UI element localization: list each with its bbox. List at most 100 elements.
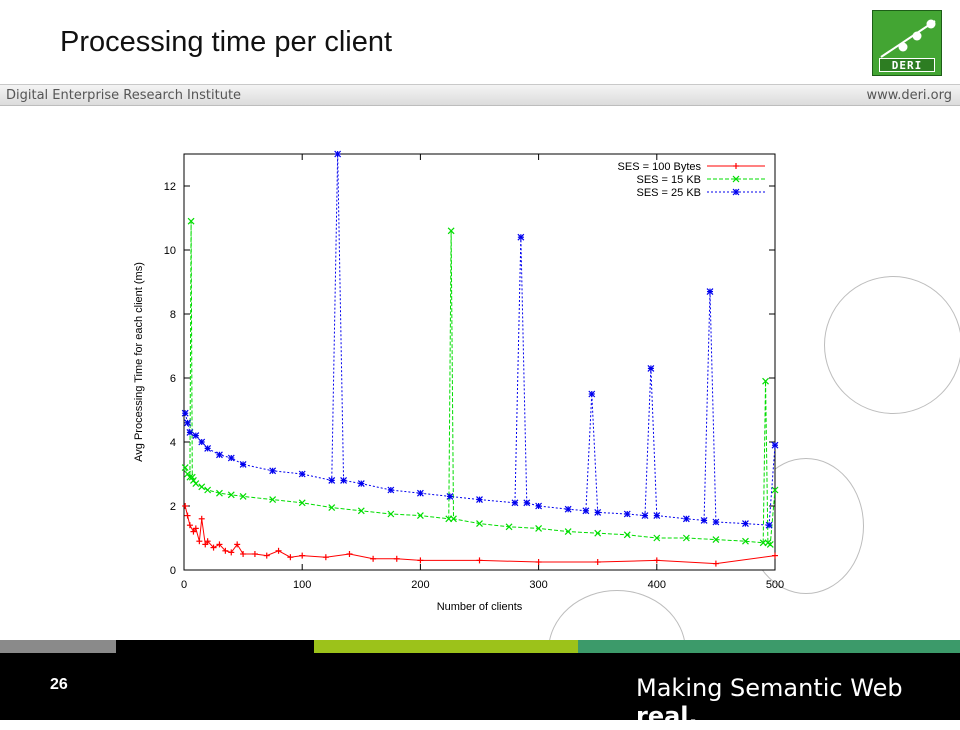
data-point — [653, 557, 660, 564]
data-point — [216, 451, 223, 459]
data-point — [476, 496, 483, 504]
data-point — [771, 486, 779, 494]
data-point — [340, 476, 347, 484]
data-point — [234, 541, 241, 548]
website-url: www.deri.org — [866, 88, 953, 103]
data-point — [182, 503, 189, 509]
data-point — [641, 512, 649, 520]
data-point — [511, 499, 519, 507]
data-point — [742, 520, 749, 528]
footer-stripe-gray — [0, 640, 116, 653]
legend-label: SES = 25 KB — [636, 187, 701, 199]
x-axis-label: Number of clients — [437, 601, 523, 613]
data-point — [772, 552, 778, 559]
data-point — [588, 390, 596, 398]
y-tick-label: 6 — [170, 373, 176, 385]
data-point — [328, 476, 336, 484]
legend-label: SES = 100 Bytes — [618, 161, 702, 173]
legend-marker — [732, 175, 740, 183]
data-point — [328, 504, 336, 512]
data-point — [416, 489, 424, 497]
header-banner: Digital Enterprise Research Institute ww… — [0, 84, 960, 106]
data-point — [594, 559, 601, 565]
data-point — [712, 536, 720, 544]
data-point — [417, 557, 424, 564]
data-point — [594, 508, 602, 516]
data-point — [706, 288, 714, 296]
y-tick-label: 12 — [164, 181, 176, 193]
data-point — [346, 551, 353, 557]
data-point — [653, 534, 661, 542]
data-point — [299, 552, 306, 559]
data-point — [240, 551, 247, 557]
data-point — [204, 486, 212, 494]
data-point — [269, 496, 277, 504]
data-point — [192, 432, 200, 440]
plot-frame — [183, 153, 776, 571]
data-point — [251, 551, 258, 557]
data-point — [187, 217, 195, 225]
data-point — [682, 534, 690, 542]
x-tick-label: 300 — [529, 579, 547, 591]
data-point — [181, 464, 189, 472]
data-point — [322, 554, 329, 561]
data-point — [771, 441, 779, 449]
data-point — [357, 507, 365, 515]
data-point — [742, 537, 749, 545]
legend-marker — [733, 163, 739, 169]
data-point — [393, 555, 400, 562]
data-point — [387, 486, 395, 494]
data-point — [298, 499, 306, 507]
data-point — [198, 483, 206, 491]
footer-stripe-green — [578, 640, 960, 653]
data-point — [476, 557, 483, 564]
data-point — [186, 428, 194, 436]
series-line — [184, 153, 776, 526]
logo-text: DERI — [879, 58, 935, 72]
data-point — [535, 559, 542, 565]
institute-name: Digital Enterprise Research Institute — [6, 88, 242, 103]
data-point — [653, 512, 661, 520]
x-tick-label: 200 — [411, 579, 429, 591]
data-point — [263, 552, 270, 559]
data-point — [700, 516, 708, 524]
x-tick-label: 500 — [766, 579, 784, 591]
data-point — [682, 515, 690, 523]
data-point — [210, 544, 217, 551]
data-point — [712, 560, 719, 567]
footer-stripe-black — [116, 640, 314, 653]
data-point — [287, 554, 294, 561]
slogan: Making Semantic Web real. — [636, 674, 960, 730]
data-point — [198, 515, 205, 522]
data-point — [239, 460, 247, 468]
data-point — [623, 510, 631, 518]
data-point — [582, 507, 590, 515]
data-point — [216, 541, 223, 548]
data-point — [416, 512, 424, 520]
slide-title: Processing time per client — [60, 26, 393, 58]
data-point — [275, 547, 282, 554]
footer-stripe-lime — [314, 640, 578, 653]
data-point — [196, 538, 203, 545]
x-tick-label: 400 — [648, 579, 666, 591]
data-point — [387, 510, 395, 518]
data-point — [766, 540, 774, 548]
y-tick-label: 2 — [170, 501, 176, 513]
data-point — [334, 150, 342, 158]
data-point — [446, 492, 454, 500]
data-point — [202, 541, 209, 548]
data-point — [204, 444, 212, 452]
data-point — [535, 502, 543, 510]
data-point — [450, 515, 457, 523]
legend-marker — [732, 188, 740, 196]
data-point — [357, 480, 365, 488]
data-point — [239, 492, 247, 500]
data-point — [192, 525, 199, 532]
y-tick-label: 4 — [170, 437, 176, 449]
slogan-bold: real. — [636, 702, 698, 730]
data-point — [186, 522, 193, 529]
data-point — [712, 518, 720, 526]
data-point — [227, 491, 235, 499]
y-tick-label: 0 — [170, 565, 176, 577]
processing-time-chart: 0 100 200 300 400 500 0 2 4 6 8 10 12 Number of clien… — [133, 150, 784, 613]
